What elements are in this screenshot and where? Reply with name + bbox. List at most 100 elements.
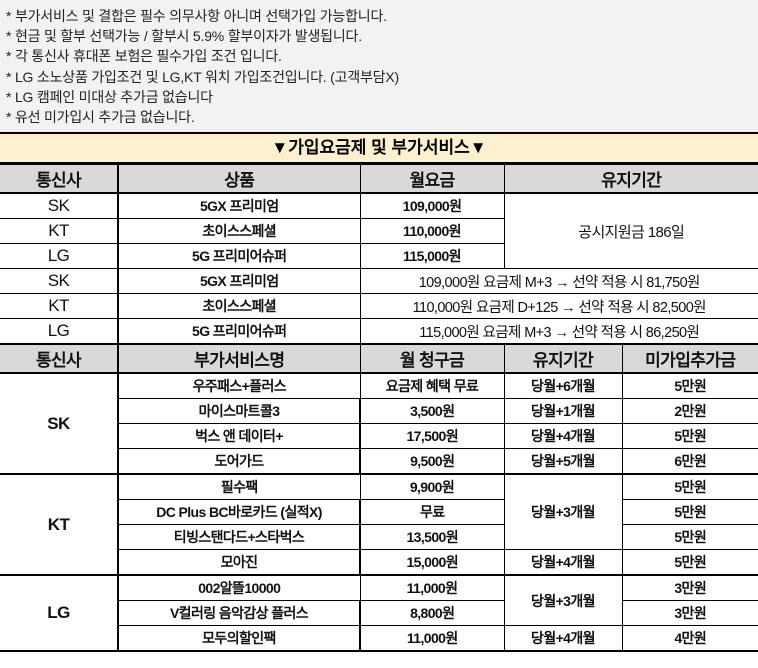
table-row: LG 002알뜰10000 11,000원 당월+3개월 3만원 — [0, 574, 758, 652]
table-row: 벅스 앤 데이터+ 17,500원 당월+4개월 5만원 — [0, 423, 758, 449]
addon-name-cell: 티빙스탠다드+스타벅스 — [118, 524, 361, 550]
header-product: 상품 — [117, 164, 361, 194]
table-row: KT 초이스스페셜 110,000원 — [0, 218, 758, 244]
note-line: * 각 통신사 휴대폰 보험은 필수가입 조건 입니다. — [6, 48, 282, 65]
table-row: SK 우주패스+플러스 요금제 혜택 무료 당월+6개월 5만원 — [0, 372, 758, 475]
carrier-cell: KT — [0, 218, 119, 244]
notes-panel: * 부가서비스 및 결합은 필수 의무사항 아니며 선택가입 가능합니다. * … — [0, 0, 758, 134]
carrier-cell: SK — [0, 372, 119, 475]
addon-period-cell: 당월+3개월 — [503, 473, 623, 550]
addon-fee-cell: 17,500원 — [359, 423, 505, 449]
table-row: DC Plus BC바로카드 (실적X) 무료 5만원 — [0, 499, 758, 525]
addon-fee-cell: 9,900원 — [359, 473, 505, 500]
note-line: * 유선 미가입시 추가금 없습니다. — [6, 109, 195, 126]
addon-fee-cell: 11,000원 — [359, 625, 505, 652]
product-cell: 5G 프리미어슈퍼 — [117, 243, 361, 269]
note-line: * 현금 및 할부 선택가능 / 할부시 5.9% 할부이자가 발생됩니다. — [6, 28, 362, 45]
header-addon-name: 부가서비스명 — [117, 343, 361, 374]
header-monthly-charge: 월 청구금 — [359, 343, 505, 374]
addon-name-cell: 도어가드 — [118, 448, 361, 475]
note-line: * LG 캠페인 미대상 추가금 없습니다 — [6, 88, 213, 105]
contract-detail-cell: 110,000원 요금제 D+125 → 선약 적용 시 82,500원 — [359, 293, 758, 319]
addon-name-cell: 마이스마트콜3 — [118, 398, 361, 424]
header-carrier: 통신사 — [0, 343, 119, 374]
note-line: * LG 소노상품 가입조건 및 LG,KT 워치 가입조건입니다. (고객부담… — [6, 68, 399, 85]
carrier-cell: LG — [0, 243, 119, 269]
addon-fee-cell: 15,000원 — [359, 549, 505, 576]
plan-header-row: 통신사 상품 월요금 유지기간 — [0, 164, 758, 194]
addon-name-cell: V컬러링 음악감상 플러스 — [118, 600, 361, 626]
table-row: KT 초이스스페셜 110,000원 요금제 D+125 → 선약 적용 시 8… — [0, 293, 758, 319]
table-row: 모아진 15,000원 당월+4개월 5만원 — [0, 549, 758, 576]
header-fee: 월요금 — [359, 164, 505, 194]
addon-penalty-cell: 5만원 — [621, 549, 758, 576]
table-row: SK 5GX 프리미엄 109,000원 요금제 M+3 → 선약 적용 시 8… — [0, 268, 758, 294]
addon-period-cell: 당월+4개월 — [503, 625, 623, 652]
addon-penalty-cell: 4만원 — [621, 625, 758, 652]
table-row: V컬러링 음악감상 플러스 8,800원 3만원 — [0, 600, 758, 626]
period-cell: 공시지원금 186일 — [503, 192, 758, 269]
product-cell: 5G 프리미어슈퍼 — [117, 318, 361, 345]
addon-period-cell: 당월+4개월 — [503, 423, 623, 449]
addon-period-cell: 당월+5개월 — [503, 448, 623, 475]
addon-penalty-cell: 3만원 — [621, 574, 758, 601]
addon-period-cell: 당월+6개월 — [503, 372, 623, 399]
table-row: LG 5G 프리미어슈퍼 115,000원 요금제 M+3 → 선약 적용 시 … — [0, 318, 758, 345]
fee-cell: 109,000원 — [359, 192, 505, 219]
table-row: 도어가드 9,500원 당월+5개월 6만원 — [0, 448, 758, 475]
addon-name-cell: DC Plus BC바로카드 (실적X) — [118, 499, 361, 525]
header-penalty: 미가입추가금 — [621, 343, 758, 374]
addon-period-cell: 당월+1개월 — [503, 398, 623, 424]
carrier-cell: SK — [0, 268, 119, 294]
addon-penalty-cell: 5만원 — [621, 524, 758, 550]
header-carrier: 통신사 — [0, 164, 119, 194]
addon-penalty-cell: 5만원 — [621, 423, 758, 449]
addon-penalty-cell: 6만원 — [621, 448, 758, 475]
plan-addon-table: 통신사 상품 월요금 유지기간 SK 5GX 프리미엄 109,000원 공시지… — [0, 164, 758, 652]
table-row: 모두의할인팩 11,000원 당월+4개월 4만원 — [0, 625, 758, 652]
addon-penalty-cell: 5만원 — [621, 372, 758, 399]
carrier-cell: SK — [0, 192, 119, 219]
contract-detail-cell: 115,000원 요금제 M+3 → 선약 적용 시 86,250원 — [359, 318, 758, 345]
carrier-cell: LG — [0, 574, 119, 652]
header-period: 유지기간 — [503, 164, 758, 194]
addon-name-cell: 모아진 — [118, 549, 361, 576]
addon-penalty-cell: 5만원 — [621, 473, 758, 500]
addon-name-cell: 필수팩 — [117, 473, 361, 500]
addon-name-cell: 모두의할인팩 — [118, 625, 361, 652]
addon-fee-cell: 3,500원 — [359, 398, 505, 424]
addon-fee-cell: 9,500원 — [359, 448, 505, 475]
table-row: SK 5GX 프리미엄 109,000원 공시지원금 186일 — [0, 192, 758, 269]
addon-period-cell: 당월+4개월 — [503, 549, 623, 576]
addon-fee-cell: 무료 — [359, 499, 505, 525]
product-cell: 5GX 프리미엄 — [117, 192, 361, 219]
addon-penalty-cell: 5만원 — [621, 499, 758, 525]
addon-name-cell: 벅스 앤 데이터+ — [118, 423, 361, 449]
addon-name-cell: 002알뜰10000 — [117, 574, 361, 601]
addon-period-cell: 당월+3개월 — [503, 574, 623, 626]
fee-cell: 110,000원 — [359, 218, 504, 244]
carrier-cell: KT — [0, 293, 119, 319]
header-period: 유지기간 — [503, 343, 623, 374]
table-row: 티빙스탠다드+스타벅스 13,500원 5만원 — [0, 524, 758, 550]
addon-penalty-cell: 3만원 — [621, 600, 758, 626]
note-line: * 부가서비스 및 결합은 필수 의무사항 아니며 선택가입 가능합니다. — [6, 8, 387, 24]
table-row: KT 필수팩 9,900원 당월+3개월 5만원 — [0, 473, 758, 576]
addon-fee-cell: 8,800원 — [359, 600, 505, 626]
addon-fee-cell: 13,500원 — [359, 524, 505, 550]
table-row: LG 5G 프리미어슈퍼 115,000원 — [0, 243, 758, 269]
addon-name-cell: 우주패스+플러스 — [117, 372, 361, 399]
table-row: 마이스마트콜3 3,500원 당월+1개월 2만원 — [0, 398, 758, 424]
addon-fee-cell: 11,000원 — [359, 574, 505, 601]
product-cell: 초이스스페셜 — [117, 218, 361, 244]
fee-cell: 115,000원 — [359, 243, 504, 269]
carrier-cell: LG — [0, 318, 119, 345]
addon-fee-cell: 요금제 혜택 무료 — [359, 372, 505, 399]
product-cell: 5GX 프리미엄 — [117, 268, 361, 294]
addon-penalty-cell: 2만원 — [621, 398, 758, 424]
contract-detail-cell: 109,000원 요금제 M+3 → 선약 적용 시 81,750원 — [359, 268, 758, 294]
addon-header-row: 통신사 부가서비스명 월 청구금 유지기간 미가입추가금 — [0, 343, 758, 374]
carrier-cell: KT — [0, 473, 119, 576]
section-banner: ▼가입요금제 및 부가서비스▼ — [0, 134, 758, 164]
product-cell: 초이스스페셜 — [117, 293, 361, 319]
